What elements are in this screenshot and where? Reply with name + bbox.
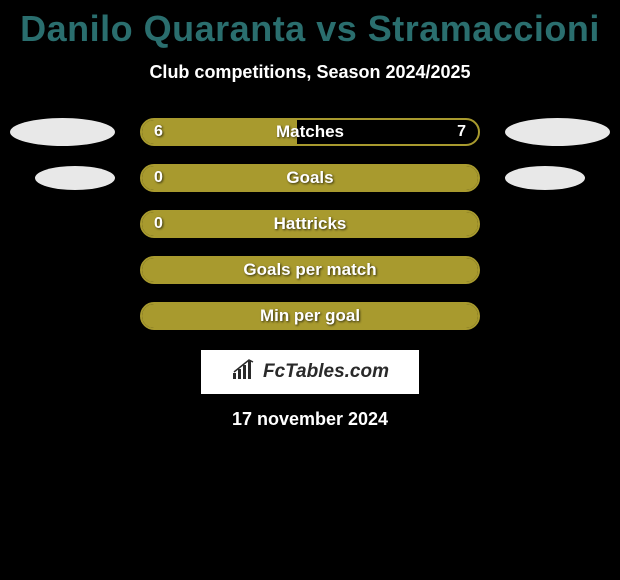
stat-label: Matches — [174, 122, 446, 142]
stat-bar: 0Goals — [140, 164, 480, 192]
stat-bar: Goals per match — [140, 256, 480, 284]
stats-list: 6Matches70Goals0HattricksGoals per match… — [0, 118, 620, 330]
date-text: 17 november 2024 — [0, 409, 620, 430]
logo-box: FcTables.com — [201, 350, 419, 394]
right-placeholder — [505, 118, 610, 146]
stat-row: Min per goal — [0, 302, 620, 330]
chart-icon — [231, 359, 259, 386]
left-placeholder — [35, 166, 115, 190]
stat-right-value: 7 — [446, 123, 466, 141]
stat-bar: 0Hattricks — [140, 210, 480, 238]
stat-left-value: 0 — [154, 215, 174, 233]
logo-text: FcTables.com — [263, 361, 389, 383]
subtitle: Club competitions, Season 2024/2025 — [0, 62, 620, 83]
stat-bar: Min per goal — [140, 302, 480, 330]
right-placeholder — [505, 166, 585, 190]
stat-left-value: 6 — [154, 123, 174, 141]
stat-bar: 6Matches7 — [140, 118, 480, 146]
stat-row: 0Goals — [0, 164, 620, 192]
comparison-infographic: Danilo Quaranta vs Stramaccioni Club com… — [0, 0, 620, 430]
stat-row: 0Hattricks — [0, 210, 620, 238]
left-placeholder — [10, 118, 115, 146]
stat-label: Min per goal — [174, 306, 446, 326]
stat-left-value: 0 — [154, 169, 174, 187]
stat-row: Goals per match — [0, 256, 620, 284]
stat-label: Goals — [174, 168, 446, 188]
stat-label: Hattricks — [174, 214, 446, 234]
stat-row: 6Matches7 — [0, 118, 620, 146]
main-title: Danilo Quaranta vs Stramaccioni — [0, 8, 620, 50]
stat-label: Goals per match — [174, 260, 446, 280]
